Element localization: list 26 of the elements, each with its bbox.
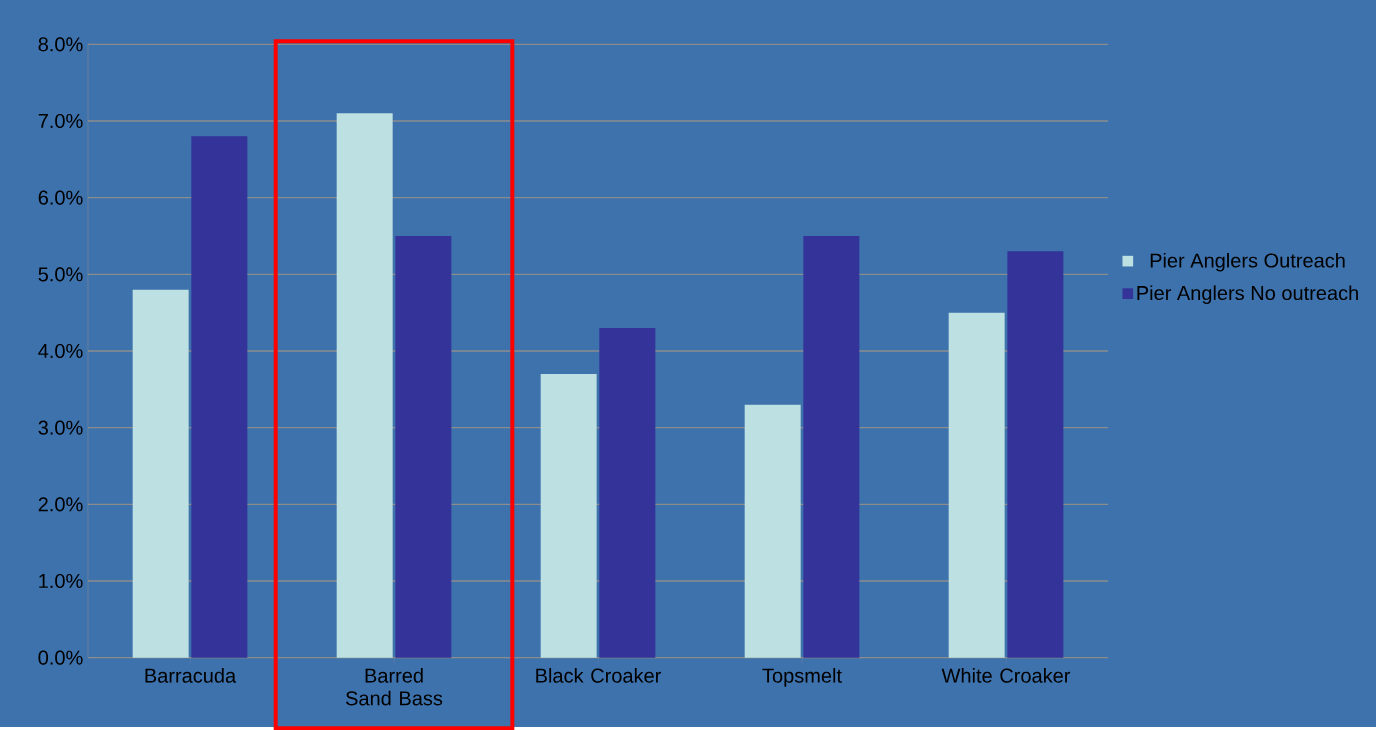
bar xyxy=(1007,251,1064,658)
bar xyxy=(803,235,860,658)
y-tick-label: 7.0% xyxy=(38,113,83,128)
y-tick-label: 1.0% xyxy=(39,573,83,588)
legend-label: Pier Anglers No outreach xyxy=(1137,285,1358,304)
bar xyxy=(191,136,248,658)
y-tick-label: 2.0% xyxy=(38,497,83,512)
x-tick-label: White Croaker xyxy=(941,667,1071,683)
y-tick-label: 8.0% xyxy=(38,37,83,52)
y-tick-label: 3.0% xyxy=(38,420,83,435)
y-tick-label: 5.0% xyxy=(38,267,83,282)
bar xyxy=(336,113,393,658)
bar xyxy=(540,373,597,658)
bar xyxy=(132,289,189,658)
legend-label: Pier Anglers Outreach xyxy=(1150,252,1345,272)
bar xyxy=(395,235,452,658)
bar xyxy=(599,327,656,658)
x-tick-label: Barred Sand Bass xyxy=(345,667,443,706)
y-tick-label: 0.0% xyxy=(38,650,83,665)
x-tick-label: Topsmelt xyxy=(762,667,842,687)
bar xyxy=(948,312,1005,658)
y-tick-label: 4.0% xyxy=(38,343,83,358)
x-tick-label: Black Croaker xyxy=(536,667,661,683)
y-tick-label: 6.0% xyxy=(38,190,83,205)
bar xyxy=(744,404,801,658)
x-tick-label: Barracuda xyxy=(145,667,237,683)
